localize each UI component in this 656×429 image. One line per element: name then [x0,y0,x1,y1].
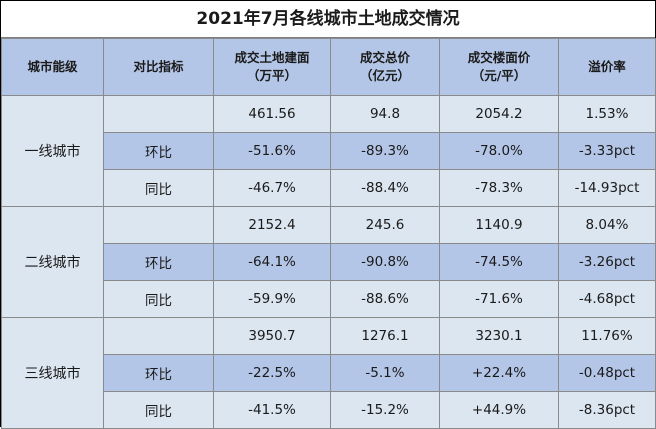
floor-price-cell: +44.9% [439,391,559,429]
table-row: 同比 -41.5% -15.2% +44.9% -8.36pct [2,391,656,429]
land-area-cell: -22.5% [213,354,331,392]
land-area-cell: -51.6% [213,132,331,170]
header-total-price-line1: 成交总价 [359,50,410,65]
floor-price-cell: +22.4% [439,354,559,392]
metric-cell: 同比 [103,280,214,318]
floor-price-cell: -71.6% [439,280,559,318]
land-transaction-table: 城市能级 对比指标 成交土地建面 （万平） 成交总价 （亿元） 成交楼面价 （元… [1,38,656,429]
total-price-cell: -89.3% [330,132,440,170]
table-row: 二线城市 2152.4 245.6 1140.9 8.04% [1,206,656,318]
premium-rate-cell: -8.36pct [558,391,656,429]
floor-price-cell: 3230.1 [439,317,559,355]
total-price-cell: -5.1% [330,354,440,392]
metric-cell: 环比 [103,243,214,281]
premium-rate-cell: -3.26pct [558,243,656,281]
city-level-cell: 二线城市 [1,206,104,318]
land-area-cell: -46.7% [213,169,331,207]
total-price-cell: 245.6 [330,206,440,244]
header-total-price: 成交总价 （亿元） [330,38,440,96]
header-premium-rate: 溢价率 [558,38,656,96]
floor-price-cell: -78.3% [439,169,559,207]
table-row: 环比 -64.1% -90.8% -74.5% -3.26pct [2,243,656,281]
premium-rate-cell: 11.76% [558,317,656,355]
premium-rate-cell: 8.04% [558,206,656,244]
city-level-cell: 一线城市 [1,95,104,207]
table-row: 一线城市 461.56 94.8 2054.2 1.53% [1,95,656,207]
total-price-cell: -88.4% [330,169,440,207]
header-row: 城市能级 对比指标 成交土地建面 （万平） 成交总价 （亿元） 成交楼面价 （元… [1,38,656,96]
land-area-cell: -64.1% [213,243,331,281]
land-area-cell: 461.56 [213,95,331,133]
metric-cell: 同比 [103,169,214,207]
header-land-area-line1: 成交土地建面 [234,50,310,65]
total-price-cell: -90.8% [330,243,440,281]
premium-rate-cell: -3.33pct [558,132,656,170]
city-level-cell: 三线城市 [1,317,104,429]
total-price-cell: 94.8 [330,95,440,133]
header-floor-price-line2: （元/平） [471,68,527,83]
metric-cell: 同比 [103,391,214,429]
premium-rate-cell: -0.48pct [558,354,656,392]
metric-cell [103,95,214,133]
land-area-cell: 2152.4 [213,206,331,244]
floor-price-cell: 1140.9 [439,206,559,244]
table-row: 同比 -59.9% -88.6% -71.6% -4.68pct [2,280,656,318]
premium-rate-cell: -14.93pct [558,169,656,207]
floor-price-cell: 2054.2 [439,95,559,133]
header-land-area-line2: （万平） [246,68,297,83]
table-row: 环比 -22.5% -5.1% +22.4% -0.48pct [2,354,656,392]
header-total-price-line2: （亿元） [359,68,410,83]
premium-rate-cell: -4.68pct [558,280,656,318]
header-metric: 对比指标 [103,38,214,96]
header-city-level: 城市能级 [1,38,104,96]
metric-cell [103,206,214,244]
table-title: 2021年7月各线城市土地成交情况 [1,1,655,38]
total-price-cell: -88.6% [330,280,440,318]
header-land-area: 成交土地建面 （万平） [213,38,331,96]
floor-price-cell: -78.0% [439,132,559,170]
land-area-cell: -59.9% [213,280,331,318]
header-floor-price: 成交楼面价 （元/平） [439,38,559,96]
land-area-cell: -41.5% [213,391,331,429]
header-floor-price-line1: 成交楼面价 [467,50,531,65]
total-price-cell: 1276.1 [330,317,440,355]
metric-cell: 环比 [103,354,214,392]
land-area-cell: 3950.7 [213,317,331,355]
metric-cell: 环比 [103,132,214,170]
total-price-cell: -15.2% [330,391,440,429]
table-row: 环比 -51.6% -89.3% -78.0% -3.33pct [2,132,656,170]
premium-rate-cell: 1.53% [558,95,656,133]
metric-cell [103,317,214,355]
floor-price-cell: -74.5% [439,243,559,281]
table-row: 同比 -46.7% -88.4% -78.3% -14.93pct [2,169,656,207]
table-row: 三线城市 3950.7 1276.1 3230.1 11.76% [1,317,656,429]
